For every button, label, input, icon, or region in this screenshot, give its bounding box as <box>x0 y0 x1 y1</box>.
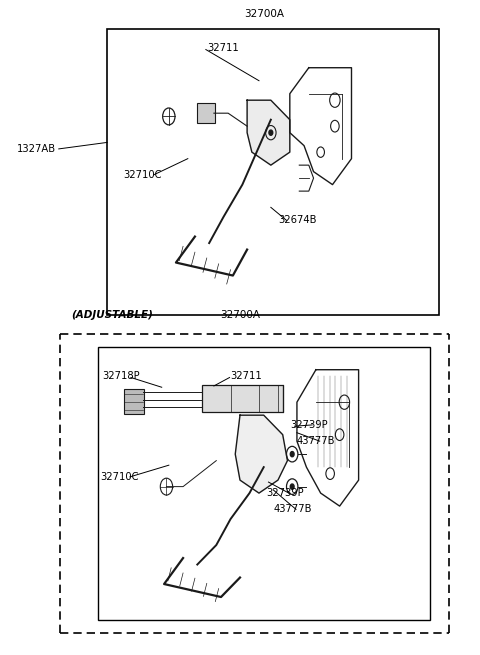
Text: 1327AB: 1327AB <box>17 144 56 154</box>
Bar <box>197 103 216 123</box>
Circle shape <box>290 451 294 457</box>
Polygon shape <box>235 415 288 493</box>
Text: 32674B: 32674B <box>278 215 316 225</box>
Text: 32700A: 32700A <box>244 9 284 19</box>
Bar <box>107 29 439 314</box>
Bar <box>124 389 144 414</box>
Text: 43777B: 43777B <box>273 504 312 514</box>
Circle shape <box>269 130 273 136</box>
Text: 32711: 32711 <box>230 371 262 381</box>
Circle shape <box>290 484 294 489</box>
Polygon shape <box>247 100 290 165</box>
Text: 32710C: 32710C <box>124 170 162 180</box>
Text: 32718P: 32718P <box>102 371 140 381</box>
Bar <box>97 347 430 620</box>
Text: 32710C: 32710C <box>100 472 139 482</box>
Text: (ADJUSTABLE): (ADJUSTABLE) <box>72 310 154 320</box>
Text: 32711: 32711 <box>207 43 239 53</box>
Text: 32739P: 32739P <box>266 488 304 498</box>
Text: 32700A: 32700A <box>220 310 260 320</box>
Text: 43777B: 43777B <box>297 436 336 446</box>
Text: 32739P: 32739P <box>290 420 327 430</box>
Bar <box>202 384 283 412</box>
